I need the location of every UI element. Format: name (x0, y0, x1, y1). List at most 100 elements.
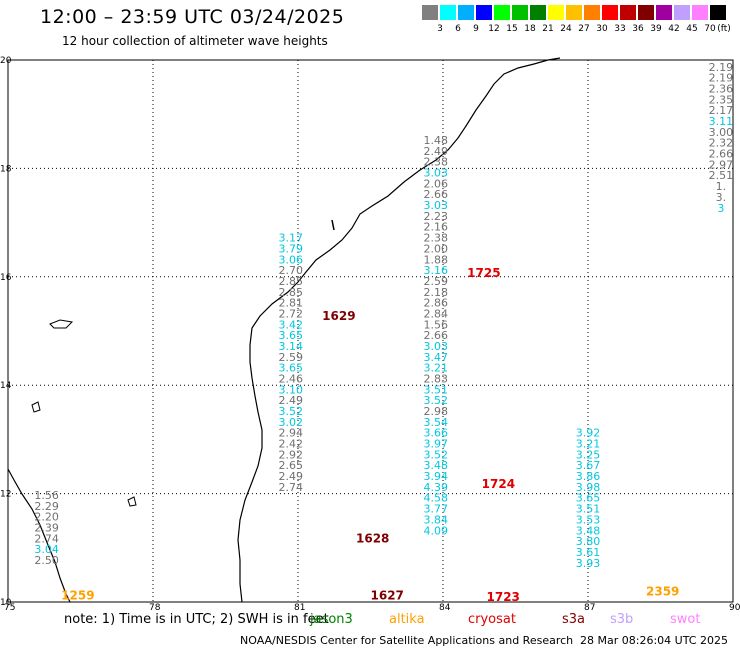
wave-height-value: 2.20 (34, 511, 59, 524)
wave-height-value: 1.48 (424, 134, 449, 147)
wave-height-value: 3.51 (424, 383, 449, 396)
wave-height-value: 2.74 (279, 481, 304, 494)
wave-height-value: 3.51 (576, 503, 601, 516)
satellite-name: s3a (562, 612, 586, 627)
legend-label: 12 (488, 24, 500, 34)
legend-swatch (584, 5, 601, 20)
pass-time-label: 2359 (646, 584, 679, 598)
wave-height-value: 2.35 (709, 93, 734, 106)
satellite-name: swot (670, 612, 701, 627)
legend-label: 36 (632, 24, 644, 34)
legend-swatch (638, 5, 655, 20)
wave-height-value: 2.86 (424, 297, 449, 310)
wave-height-value: 2.39 (34, 522, 59, 535)
timestamp: 28 Mar 08:26:04 UTC 2025 (580, 634, 728, 647)
wave-height-value: 2.70 (279, 264, 304, 277)
wave-height-value: 1.56 (34, 489, 59, 502)
legend-swatch (494, 5, 511, 20)
y-tick-label: 10 (0, 598, 12, 608)
wave-height-value: 4.39 (424, 481, 449, 494)
legend-swatch (548, 5, 565, 20)
wave-height-value: 2.38 (424, 232, 449, 245)
wave-height-value: 3.66 (424, 427, 449, 440)
x-tick-label: 84 (439, 603, 451, 610)
wave-height-value: 2.16 (424, 221, 449, 234)
wave-height-value: 2.36 (709, 83, 734, 96)
wave-height-value: 3.48 (576, 524, 601, 537)
legend-label: 9 (473, 24, 479, 34)
x-tick-label: 81 (294, 603, 305, 610)
wave-height-value: 3.93 (576, 557, 601, 570)
legend-swatch (710, 5, 727, 20)
satellite-name: cryosat (468, 612, 516, 627)
wave-height-value: 2.66 (424, 329, 449, 342)
y-tick-label: 14 (0, 381, 12, 391)
legend-swatch (440, 5, 457, 20)
wave-height-value: 2.59 (279, 351, 304, 364)
y-tick-label: 12 (0, 490, 11, 500)
legend-swatch (620, 5, 637, 20)
wave-height-value: 2.83 (424, 372, 449, 385)
legend-label: 6 (455, 24, 461, 34)
legend-swatch (476, 5, 493, 20)
island (127, 496, 137, 507)
east-coastline (237, 57, 561, 603)
x-tick-label: 90 (729, 603, 740, 610)
wave-height-value: 2.49 (424, 145, 449, 158)
wave-height-value: 3.92 (576, 427, 601, 440)
wave-height-value: 2.59 (424, 275, 449, 288)
wave-height-value: 3.04 (34, 543, 59, 556)
wave-height-value: 2.06 (424, 177, 449, 190)
legend-label: 21 (542, 24, 554, 34)
wave-height-value: 2.84 (424, 307, 449, 320)
wave-height-value: 2.42 (279, 438, 304, 451)
wave-height-value: 3.52 (424, 394, 449, 407)
wave-height-value: 1.88 (424, 253, 449, 266)
legend-label: 45 (686, 24, 698, 34)
wave-height-value: 2.17 (709, 104, 734, 117)
credit-line: NOAA/NESDIS Center for Satellite Applica… (240, 634, 574, 647)
legend-swatch (458, 5, 475, 20)
wave-height-value: 2.38 (424, 156, 449, 169)
wave-height-value: 2.23 (424, 210, 449, 223)
y-tick-label: 20 (0, 56, 12, 66)
wave-height-value: 3.61 (576, 546, 601, 559)
y-tick-label: 16 (0, 273, 12, 283)
wave-height-value: 2.18 (424, 286, 449, 299)
wave-height-value: 3.02 (279, 416, 304, 429)
legend-label: 39 (650, 24, 662, 34)
legend-label: 30 (596, 24, 608, 34)
wave-height-value: 2.94 (279, 427, 304, 440)
legend-swatch (602, 5, 619, 20)
legend-swatch (692, 5, 709, 20)
wave-height-value: 2.66 (709, 148, 734, 161)
wave-height-value: 3.03 (424, 167, 449, 180)
wave-height-value: 3.48 (424, 459, 449, 472)
wave-height-value: 2.66 (424, 188, 449, 201)
wave-height-value: 3 (717, 202, 724, 215)
legend-unit: (ft) (717, 24, 731, 34)
wave-height-value: 3.10 (279, 383, 304, 396)
wave-height-value: 2.85 (279, 275, 304, 288)
wave-height-value: 3.06 (279, 253, 304, 266)
wave-height-value: 3.65 (576, 492, 601, 505)
wave-height-value: 2.49 (279, 394, 304, 407)
island (31, 401, 41, 413)
wave-height-value: 2.19 (709, 72, 734, 85)
legend-swatch (566, 5, 583, 20)
legend-label: 70 (704, 24, 716, 34)
wave-height-value: 2.32 (709, 137, 734, 150)
wave-height-value: 3.16 (424, 264, 449, 277)
wave-height-value: 3.94 (424, 470, 449, 483)
legend-label: 24 (560, 24, 572, 34)
wave-height-value: 2.81 (279, 297, 304, 310)
wave-height-value: 3.80 (576, 535, 601, 548)
wave-height-value: 2.19 (709, 61, 734, 74)
wave-height-value: 2.92 (279, 448, 304, 461)
wave-height-value: 3.11 (709, 115, 734, 128)
legend-label: 3 (437, 24, 443, 34)
wave-height-value: 4.09 (424, 524, 449, 537)
wave-height-value: 2.72 (279, 307, 304, 320)
wave-height-value: 2.65 (279, 459, 304, 472)
axis-ticks: 75 78 81 84 87 90 20 18 16 14 12 10 (0, 56, 740, 610)
